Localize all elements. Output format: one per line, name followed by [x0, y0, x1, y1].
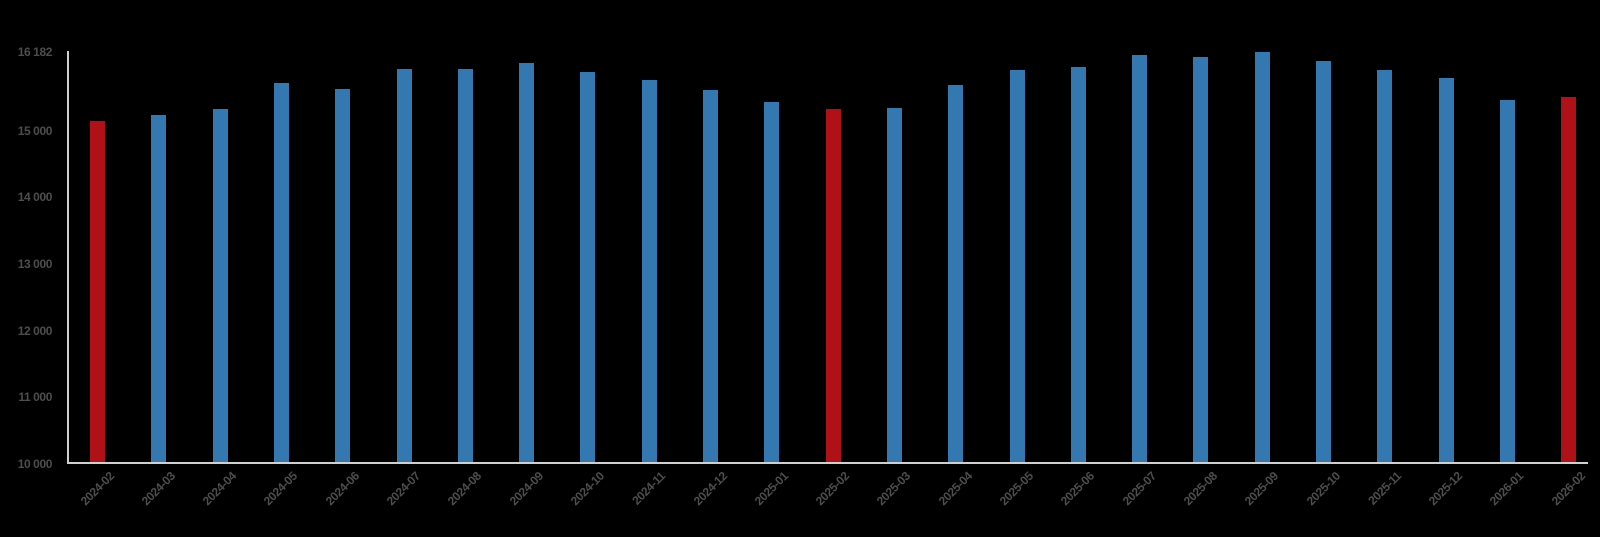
bar-2024-07 — [396, 68, 412, 464]
ytick-label-10000: 10 000 — [17, 457, 53, 471]
bar-2024-08 — [457, 69, 473, 464]
bar-2024-04 — [212, 109, 228, 464]
xtick-label-2025-09: 2025-09 — [1242, 469, 1282, 509]
xtick-label-2025-12: 2025-12 — [1425, 469, 1465, 509]
xtick-label-2024-10: 2024-10 — [567, 469, 607, 509]
bar-2024-06 — [335, 88, 351, 464]
xtick-label-2025-10: 2025-10 — [1303, 469, 1343, 509]
xtick-label-2026-01: 2026-01 — [1487, 469, 1527, 509]
bar-2025-09 — [1254, 52, 1270, 464]
xtick-label-2025-01: 2025-01 — [751, 469, 791, 509]
bar-2025-08 — [1193, 57, 1209, 464]
bar-2024-12 — [703, 90, 718, 464]
xtick-label-2024-03: 2024-03 — [138, 469, 178, 509]
x-axis-line — [67, 462, 1588, 464]
bar-2025-02 — [825, 108, 841, 464]
ytick-label-15000: 15 000 — [17, 123, 53, 138]
xtick-label-2025-02: 2025-02 — [812, 469, 852, 509]
bar-2026-02 — [1561, 96, 1577, 464]
xtick-label-2025-06: 2025-06 — [1058, 469, 1098, 509]
ytick-label-13000: 13 000 — [17, 257, 53, 272]
xtick-label-2024-06: 2024-06 — [322, 469, 362, 509]
bar-2024-02 — [90, 121, 105, 464]
ytick-label-12000: 12 000 — [17, 323, 53, 338]
xtick-label-2024-02: 2024-02 — [77, 469, 117, 509]
bar-2025-12 — [1438, 78, 1454, 464]
xtick-label-2025-04: 2025-04 — [935, 469, 975, 509]
bar-2025-07 — [1132, 54, 1148, 464]
xtick-label-2024-05: 2024-05 — [261, 469, 301, 509]
bar-2025-05 — [1009, 70, 1025, 464]
xtick-label-2024-07: 2024-07 — [383, 469, 423, 509]
ytick-label-14000: 14 000 — [17, 190, 53, 205]
bar-2024-05 — [273, 83, 289, 464]
xtick-label-2024-12: 2024-12 — [690, 469, 730, 509]
bar-2025-04 — [948, 85, 964, 464]
xtick-label-2025-03: 2025-03 — [874, 469, 914, 509]
bar-2026-01 — [1499, 100, 1515, 464]
bar-2024-03 — [151, 115, 167, 464]
ytick-label-11000: 11 000 — [18, 390, 52, 405]
xtick-label-2025-11: 2025-11 — [1365, 469, 1404, 508]
xtick-label-2025-05: 2025-05 — [996, 469, 1036, 509]
bar-2024-09 — [519, 63, 535, 464]
xtick-label-2024-11: 2024-11 — [629, 469, 669, 508]
ytick-label-16182: 16 182 — [17, 45, 53, 59]
xtick-label-2026-02: 2026-02 — [1548, 469, 1588, 509]
xtick-label-2025-07: 2025-07 — [1119, 469, 1159, 509]
xtick-label-2024-09: 2024-09 — [506, 469, 546, 509]
xtick-label-2025-08: 2025-08 — [1180, 469, 1220, 509]
y-axis-line — [67, 51, 69, 464]
bar-2024-10 — [580, 72, 596, 464]
bar-2024-11 — [641, 80, 657, 464]
xtick-label-2024-08: 2024-08 — [445, 469, 485, 509]
bar-2025-01 — [764, 102, 780, 464]
bar-2025-11 — [1377, 70, 1393, 464]
bar-2025-10 — [1316, 61, 1331, 464]
bar-2025-06 — [1070, 67, 1086, 464]
xtick-label-2024-04: 2024-04 — [199, 469, 239, 509]
bar-2025-03 — [886, 108, 902, 464]
